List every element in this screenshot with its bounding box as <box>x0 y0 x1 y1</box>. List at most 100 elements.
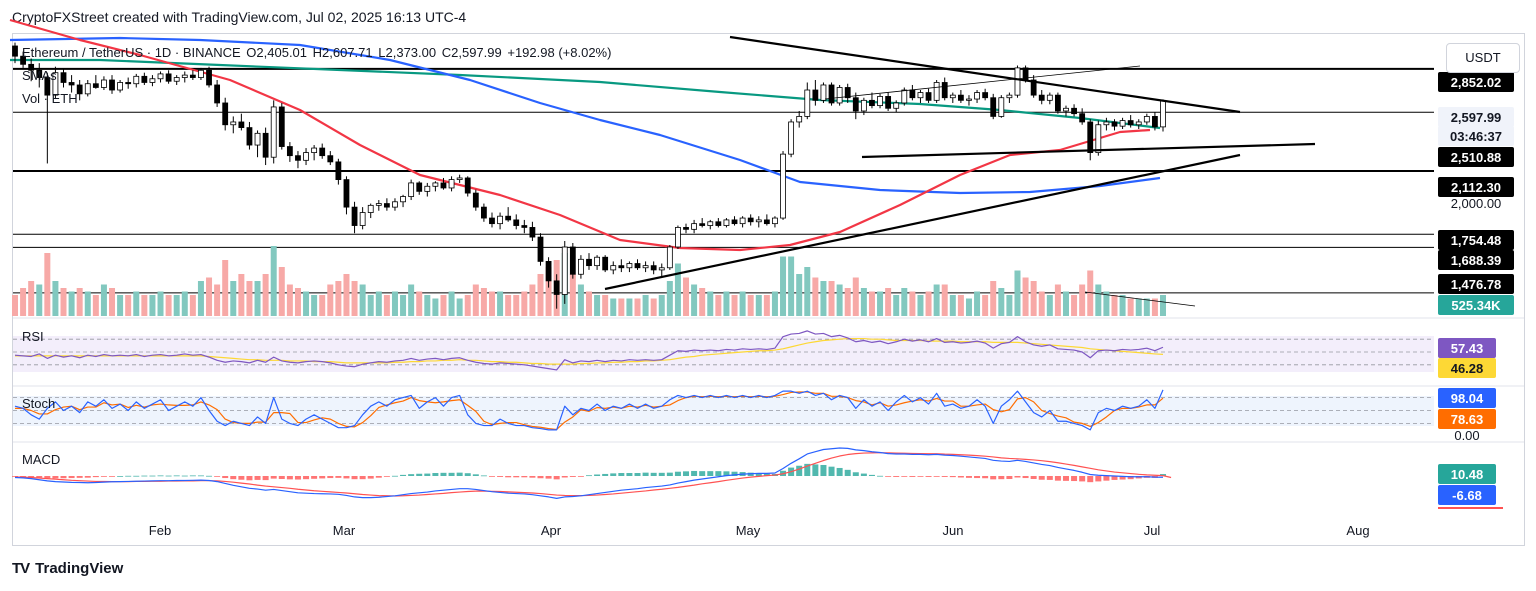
candle-body <box>1111 121 1118 127</box>
macd-histogram-bar <box>1022 476 1029 479</box>
candle-body <box>933 82 940 101</box>
stoch-label[interactable]: Stoch <box>22 396 56 411</box>
sma-legend[interactable]: SMAs <box>22 68 57 83</box>
rsi-value-label: 57.43 <box>1451 341 1484 356</box>
volume-bar <box>836 284 843 316</box>
macd-histogram-bar <box>844 469 851 476</box>
macd-histogram-bar <box>197 475 204 477</box>
candle-body <box>181 74 188 78</box>
candle-body <box>84 83 91 95</box>
candle-body <box>553 280 560 295</box>
volume-bar <box>400 295 407 316</box>
rsi-value-label-bg <box>1438 338 1496 358</box>
candle-body <box>755 219 762 223</box>
candle-body <box>489 217 495 225</box>
candle-body <box>117 82 123 91</box>
volume-bar <box>513 295 520 316</box>
macd-histogram-bar <box>699 471 706 476</box>
macd-histogram-bar <box>1054 476 1061 481</box>
macd-histogram-bar <box>674 471 681 476</box>
candle-body <box>68 82 75 86</box>
macd-histogram-bar <box>650 472 657 476</box>
macd-histogram-bar <box>432 473 439 476</box>
volume-bar <box>165 295 172 316</box>
candle-body <box>52 72 59 96</box>
volume-legend[interactable]: Vol · ETH <box>22 91 78 106</box>
volume-bar <box>529 284 536 316</box>
macd-histogram-bar <box>828 466 835 476</box>
macd-histogram-bar <box>1103 476 1110 481</box>
price-label-bg <box>1438 250 1514 270</box>
macd-histogram-bar <box>974 476 981 479</box>
volume-bar <box>1151 298 1158 316</box>
volume-bar <box>311 295 318 316</box>
candle-body <box>812 89 819 101</box>
macd-label[interactable]: MACD <box>22 452 61 467</box>
volume-bar <box>28 281 35 316</box>
price-axis-label: 2,852.02 <box>1451 75 1502 90</box>
rsi-ma-value-label: 46.28 <box>1451 361 1484 376</box>
candle-body <box>1014 67 1021 96</box>
candle-body <box>666 246 673 269</box>
price-label-bg <box>1438 295 1514 315</box>
volume-bar <box>408 284 415 316</box>
macd-hist-value-label: 10.48 <box>1451 467 1484 482</box>
price-axis-label: 2,112.30 <box>1451 180 1501 195</box>
volume-bar <box>359 284 366 316</box>
volume-bar <box>909 291 916 316</box>
volume-bar <box>1006 295 1013 316</box>
volume-bar <box>780 256 787 316</box>
candle-body <box>335 161 342 180</box>
candle-body <box>869 99 875 107</box>
macd-histogram-bar <box>173 475 180 477</box>
candle-body <box>392 201 398 208</box>
candle-body <box>642 265 649 269</box>
macd-histogram-bar <box>327 476 334 479</box>
stoch-k-value-label: 98.04 <box>1451 391 1484 406</box>
volume-bar <box>723 291 730 316</box>
macd-histogram-bar <box>20 476 27 477</box>
candle-body <box>303 152 309 161</box>
tradingview-brand[interactable]: TV TradingView <box>12 560 123 577</box>
macd-histogram-bar <box>545 476 552 479</box>
volume-bar <box>391 291 398 316</box>
candle-body <box>569 246 576 275</box>
candle-body <box>901 89 908 104</box>
candle-body <box>885 96 892 109</box>
macd-value-label-bg <box>1438 485 1496 505</box>
volume-bar <box>569 274 576 316</box>
change-value: +192.98 (+8.02%) <box>507 45 612 60</box>
volume-bar <box>1046 295 1053 316</box>
candle-body <box>820 84 827 101</box>
volume-bar <box>303 291 310 316</box>
volume-bar <box>1111 295 1118 316</box>
macd-signal-line <box>14 452 1172 497</box>
high-value: H2,607.71 <box>312 45 373 60</box>
volume-bar <box>763 295 770 316</box>
candle-body <box>1103 121 1110 126</box>
volume-bar <box>1022 277 1029 316</box>
currency-button[interactable]: USDT <box>1446 43 1520 73</box>
volume-bar <box>731 295 738 316</box>
macd-histogram-bar <box>157 475 164 477</box>
trendline-range-lower <box>861 142 1316 159</box>
candle-body <box>828 84 835 104</box>
volume-bar <box>497 291 504 316</box>
candle-body <box>780 153 786 219</box>
volume-bar <box>747 295 754 316</box>
symbol-label[interactable]: Ethereum / TetherUS · 1D · BINANCE <box>22 45 241 60</box>
volume-bar <box>254 281 261 316</box>
volume-bar <box>1119 295 1126 316</box>
rsi-label[interactable]: RSI <box>22 329 44 344</box>
candle-body <box>747 217 754 223</box>
candle-body <box>1160 100 1166 128</box>
candle-body <box>12 45 18 57</box>
stoch-k-value-label-bg <box>1438 388 1496 408</box>
macd-histogram-bar <box>488 476 495 477</box>
chart-credit: CryptoFXStreet created with TradingView.… <box>12 9 467 25</box>
volume-bar <box>222 260 229 316</box>
candle-body <box>367 204 374 213</box>
chart-frame[interactable] <box>12 33 1525 546</box>
price-axis-label: 1,754.48 <box>1451 233 1502 248</box>
